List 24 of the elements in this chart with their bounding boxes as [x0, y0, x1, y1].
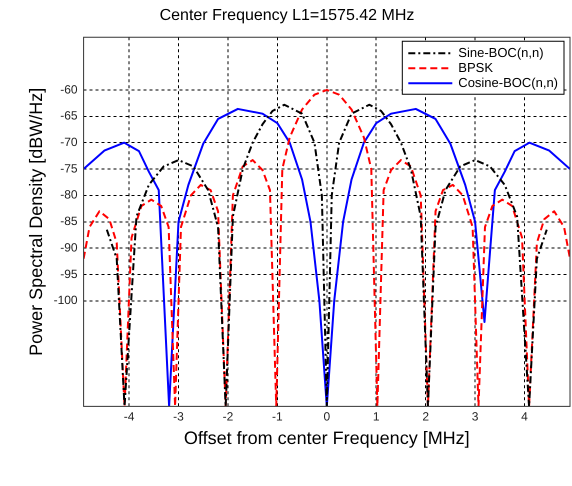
y-tick-label: -100 — [54, 293, 78, 308]
y-tick-label: -60 — [60, 82, 78, 96]
legend-label: Sine-BOC(n,n) — [458, 44, 544, 60]
x-tick-label: -3 — [173, 410, 184, 424]
x-tick-label: -4 — [124, 410, 135, 424]
x-tick-label: -2 — [222, 410, 234, 424]
x-tick-label: 1 — [372, 410, 380, 424]
legend-label: Cosine-BOC(n,n) — [458, 74, 558, 90]
x-tick-label: 3 — [472, 410, 479, 424]
y-tick-label: -85 — [60, 214, 78, 228]
y-axis-title: Power Spectral Density [dBW/Hz] — [26, 88, 46, 356]
x-tick-label: 0 — [323, 410, 330, 424]
y-tick-label: -65 — [60, 108, 78, 123]
y-tick-label: -80 — [60, 188, 78, 202]
legend-label: BPSK — [458, 60, 494, 75]
y-tick-label: -95 — [60, 266, 78, 281]
x-tick-label: -1 — [272, 410, 284, 424]
x-tick-label: 4 — [521, 410, 528, 424]
chart-title: Center Frequency L1=1575.42 MHz — [160, 7, 414, 24]
y-tick-label: -70 — [60, 135, 78, 149]
x-axis-title: Offset from center Frequency [MHz] — [184, 428, 470, 448]
y-tick-label: -75 — [60, 161, 78, 176]
y-tick-label: -90 — [60, 240, 78, 254]
x-tick-label: 2 — [422, 410, 430, 424]
